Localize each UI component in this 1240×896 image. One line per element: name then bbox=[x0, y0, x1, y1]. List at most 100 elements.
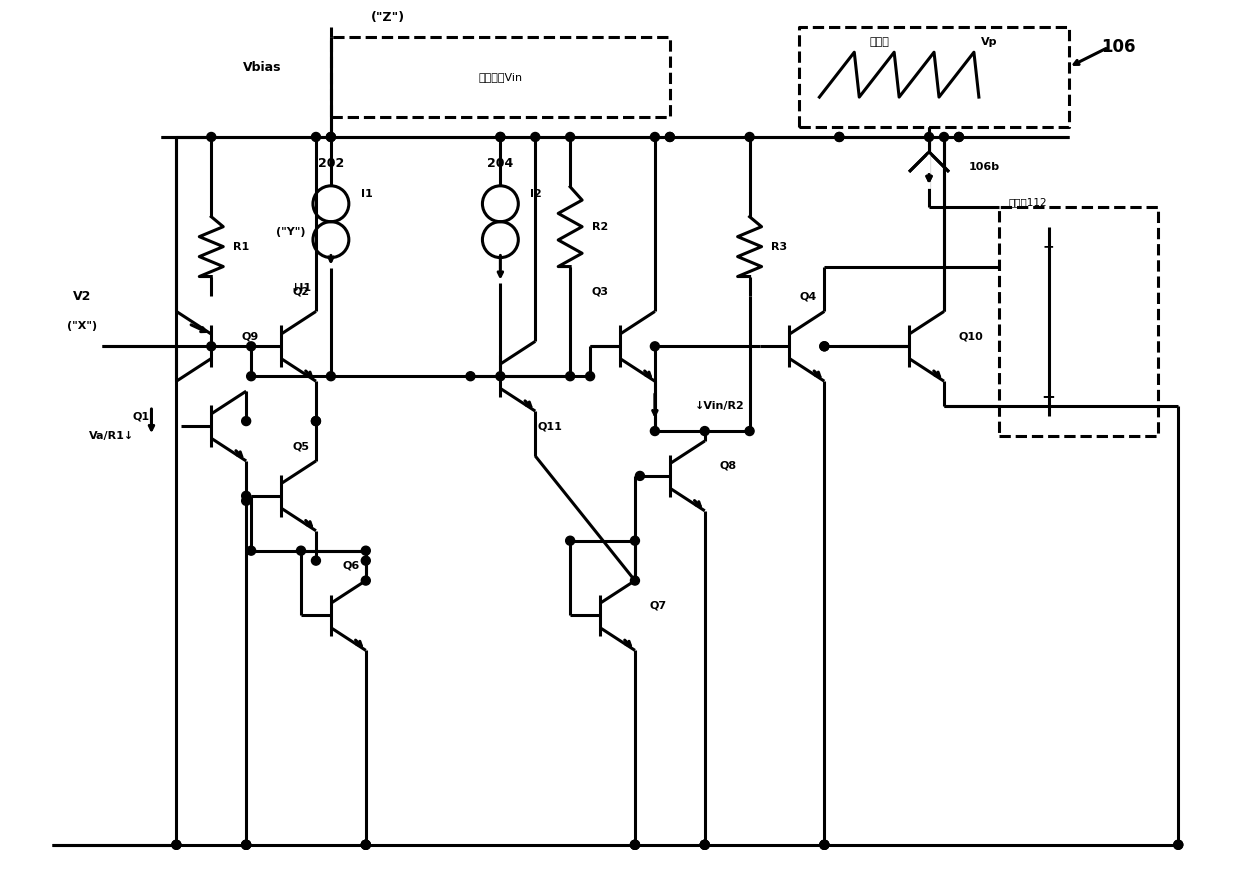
Circle shape bbox=[326, 372, 335, 381]
Text: Q3: Q3 bbox=[591, 287, 609, 297]
Circle shape bbox=[496, 133, 505, 142]
Circle shape bbox=[311, 556, 320, 565]
Text: Q10: Q10 bbox=[959, 332, 983, 341]
Circle shape bbox=[531, 133, 539, 142]
Text: I1: I1 bbox=[361, 189, 372, 199]
Text: ↓Vin/R2: ↓Vin/R2 bbox=[694, 401, 744, 411]
Text: Vbias: Vbias bbox=[243, 61, 281, 73]
Text: 202: 202 bbox=[317, 158, 343, 170]
Circle shape bbox=[820, 840, 828, 849]
Circle shape bbox=[361, 576, 371, 585]
Text: Q6: Q6 bbox=[342, 561, 360, 571]
Circle shape bbox=[820, 342, 828, 351]
Text: R2: R2 bbox=[591, 221, 608, 232]
Text: 204: 204 bbox=[487, 158, 513, 170]
Text: V2: V2 bbox=[72, 290, 91, 303]
Circle shape bbox=[496, 372, 505, 381]
Text: Q1: Q1 bbox=[133, 411, 150, 421]
Circle shape bbox=[311, 417, 320, 426]
Circle shape bbox=[242, 496, 250, 505]
Circle shape bbox=[630, 536, 640, 545]
Circle shape bbox=[207, 133, 216, 142]
Circle shape bbox=[835, 133, 843, 142]
Circle shape bbox=[940, 133, 949, 142]
Text: +: + bbox=[1043, 239, 1054, 254]
Circle shape bbox=[701, 840, 709, 849]
Circle shape bbox=[311, 133, 320, 142]
Text: Q11: Q11 bbox=[538, 421, 563, 431]
Circle shape bbox=[361, 840, 371, 849]
Text: 106b: 106b bbox=[968, 162, 999, 172]
Circle shape bbox=[701, 840, 709, 849]
Circle shape bbox=[651, 133, 660, 142]
Text: −: − bbox=[1042, 387, 1055, 405]
Circle shape bbox=[666, 133, 675, 142]
Text: R1: R1 bbox=[233, 242, 249, 252]
Circle shape bbox=[835, 133, 843, 142]
Circle shape bbox=[820, 840, 828, 849]
Text: Vp: Vp bbox=[981, 38, 997, 47]
Circle shape bbox=[701, 840, 709, 849]
Text: Q4: Q4 bbox=[800, 291, 817, 301]
Circle shape bbox=[651, 426, 660, 435]
Text: 比较器112: 比较器112 bbox=[1009, 197, 1048, 207]
Circle shape bbox=[296, 547, 305, 556]
Circle shape bbox=[496, 133, 505, 142]
Circle shape bbox=[651, 342, 660, 351]
Circle shape bbox=[565, 133, 574, 142]
Text: ("X"): ("X") bbox=[67, 322, 97, 332]
Text: ("Y"): ("Y") bbox=[277, 227, 306, 237]
Text: R3: R3 bbox=[771, 242, 787, 252]
Circle shape bbox=[630, 576, 640, 585]
Circle shape bbox=[172, 840, 181, 849]
Circle shape bbox=[466, 372, 475, 381]
Text: 稳压器的Vin: 稳压器的Vin bbox=[479, 73, 522, 82]
Circle shape bbox=[635, 471, 645, 480]
Circle shape bbox=[820, 342, 828, 351]
Text: Q5: Q5 bbox=[293, 441, 310, 451]
Circle shape bbox=[172, 840, 181, 849]
Text: 106: 106 bbox=[1101, 39, 1136, 56]
Circle shape bbox=[1174, 840, 1183, 849]
Circle shape bbox=[311, 417, 320, 426]
Circle shape bbox=[207, 342, 216, 351]
Circle shape bbox=[361, 556, 371, 565]
Circle shape bbox=[745, 133, 754, 142]
Text: ("Z"): ("Z") bbox=[371, 11, 405, 24]
Text: Q7: Q7 bbox=[650, 600, 667, 610]
Circle shape bbox=[925, 133, 934, 142]
Circle shape bbox=[361, 840, 371, 849]
Circle shape bbox=[242, 491, 250, 500]
Circle shape bbox=[242, 840, 250, 849]
Text: Q8: Q8 bbox=[719, 461, 737, 471]
Circle shape bbox=[630, 840, 640, 849]
Circle shape bbox=[247, 372, 255, 381]
Circle shape bbox=[565, 536, 574, 545]
Circle shape bbox=[242, 417, 250, 426]
Circle shape bbox=[361, 840, 371, 849]
Circle shape bbox=[326, 133, 335, 142]
Circle shape bbox=[242, 840, 250, 849]
Text: Q9: Q9 bbox=[241, 332, 258, 341]
Text: I2: I2 bbox=[531, 189, 542, 199]
Circle shape bbox=[955, 133, 963, 142]
Text: Q2: Q2 bbox=[293, 287, 310, 297]
Circle shape bbox=[247, 342, 255, 351]
Circle shape bbox=[701, 426, 709, 435]
Circle shape bbox=[630, 840, 640, 849]
Circle shape bbox=[565, 372, 574, 381]
Circle shape bbox=[630, 840, 640, 849]
Circle shape bbox=[1174, 840, 1183, 849]
Circle shape bbox=[247, 547, 255, 556]
Circle shape bbox=[326, 133, 335, 142]
Text: Va/R1↓: Va/R1↓ bbox=[89, 431, 134, 441]
Circle shape bbox=[666, 133, 675, 142]
Circle shape bbox=[361, 547, 371, 556]
Circle shape bbox=[585, 372, 594, 381]
Circle shape bbox=[242, 840, 250, 849]
Text: ↓I1: ↓I1 bbox=[290, 282, 311, 292]
Circle shape bbox=[820, 840, 828, 849]
Text: 振荡器: 振荡器 bbox=[869, 38, 889, 47]
Circle shape bbox=[955, 133, 963, 142]
Circle shape bbox=[745, 426, 754, 435]
